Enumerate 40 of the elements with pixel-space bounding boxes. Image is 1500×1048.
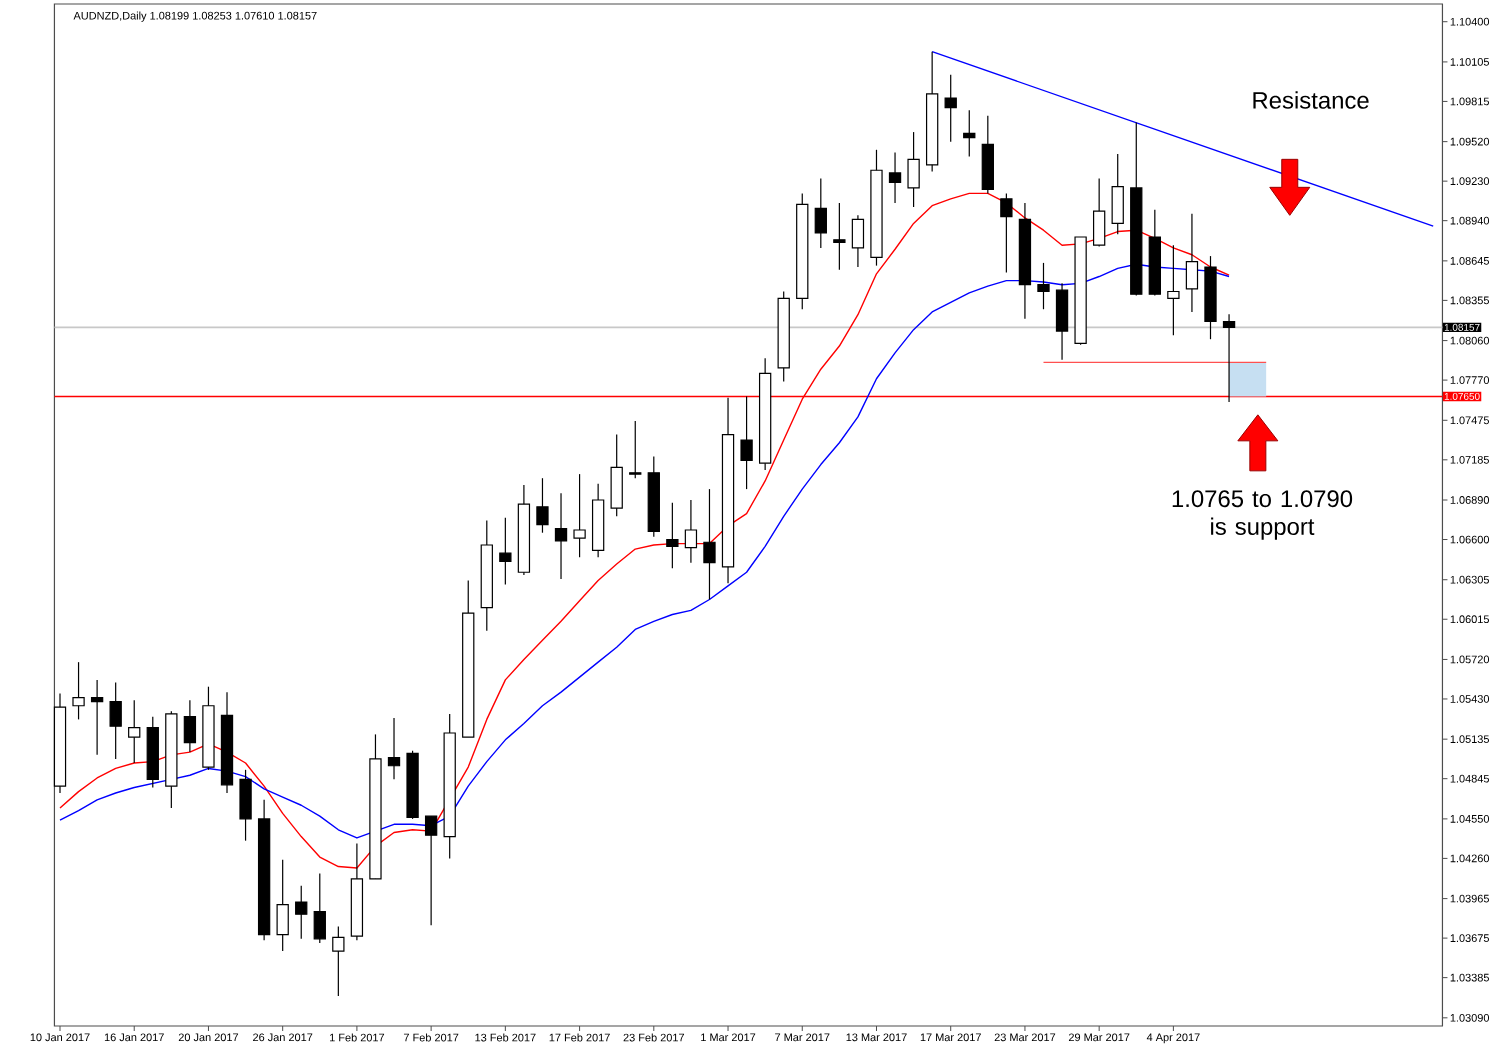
candlestick: [332, 925, 345, 997]
candlestick: [295, 885, 308, 940]
candlestick: [684, 499, 698, 564]
candlestick: [814, 177, 827, 249]
candlestick: [499, 517, 512, 586]
candlestick: [944, 74, 957, 143]
candlestick: [239, 769, 252, 842]
candlestick: [72, 661, 85, 720]
candlestick: [1167, 244, 1180, 336]
candlestick: [833, 202, 846, 271]
candlestick: [536, 477, 549, 534]
candlestick: [109, 682, 122, 760]
annotation: 1.0765 to 1.0790 is support: [1172, 490, 1353, 540]
candlestick: [610, 434, 623, 517]
candlestick: [1185, 213, 1199, 313]
candlestick: [1092, 177, 1106, 248]
candlestick: [629, 420, 642, 479]
candlestick: [907, 131, 920, 208]
candlestick: [90, 679, 104, 756]
candlestick: [1111, 153, 1124, 235]
candlestick: [1222, 313, 1236, 403]
annotation: Resistance: [1253, 91, 1369, 109]
candlestick: [981, 115, 994, 195]
candlestick: [963, 109, 976, 158]
candlestick: [387, 717, 401, 780]
candlestick: [313, 872, 326, 944]
candlestick: [573, 473, 586, 558]
candlestick: [703, 488, 716, 601]
candlestick: [1037, 262, 1050, 310]
candlestick: [1055, 282, 1069, 361]
candlestick: [666, 502, 679, 569]
candlestick: [128, 699, 141, 764]
candlestick: [851, 214, 865, 268]
candlestick: [424, 815, 438, 926]
candlestick: [554, 492, 568, 580]
candlestick: [183, 699, 197, 753]
candlestick: [740, 395, 753, 490]
candlestick: [276, 859, 289, 952]
candlestick: [888, 151, 902, 204]
candlestick: [1000, 192, 1013, 274]
